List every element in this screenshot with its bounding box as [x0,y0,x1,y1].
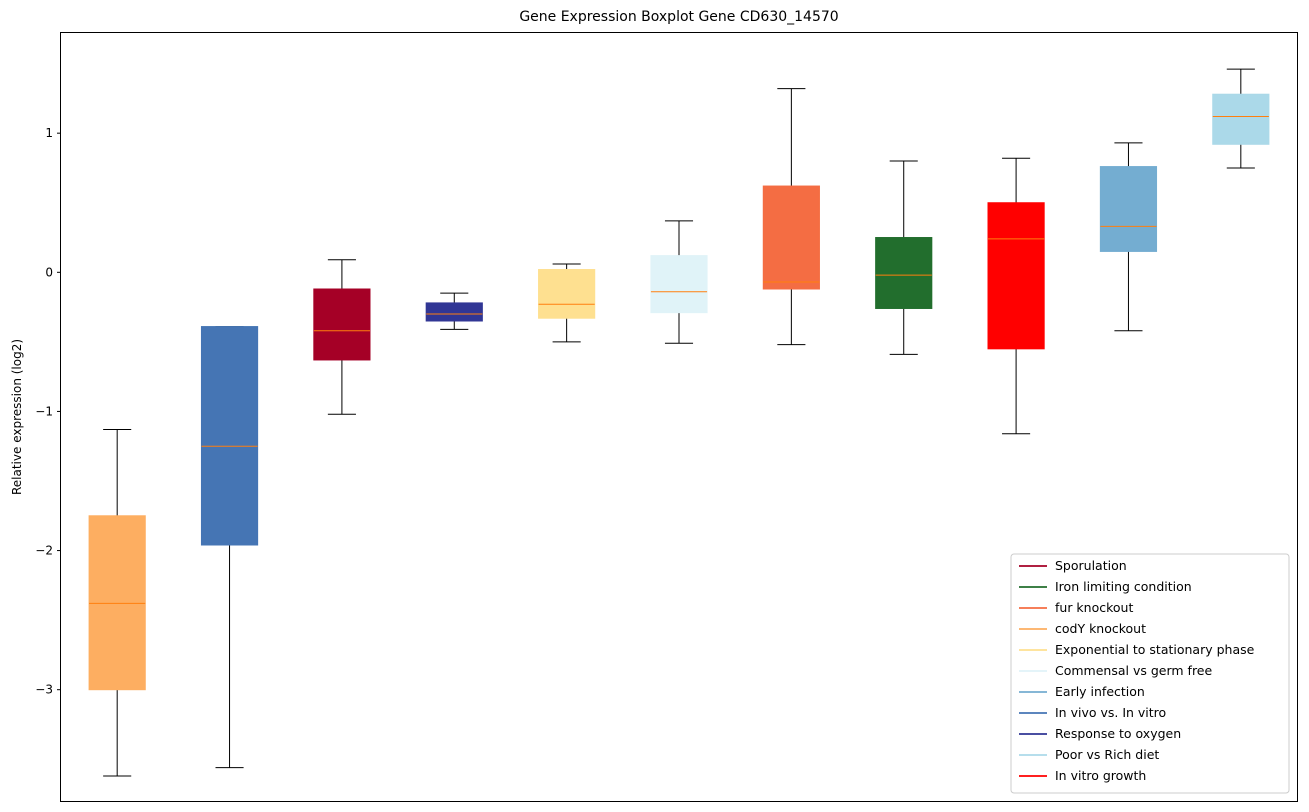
y-axis-label: Relative expression (log2) [10,339,24,495]
box-body [88,515,146,691]
legend-item: codY knockout [1019,621,1146,636]
box-2 [200,326,259,769]
box-body [425,302,483,322]
y-tick-label: −1 [35,404,53,418]
legend-frame [1010,553,1290,794]
legend-label: Commensal vs germ free [1055,663,1212,678]
legend-item: Sporulation [1019,558,1127,573]
box-body [538,269,596,319]
chart-title: Gene Expression Boxplot Gene CD630_14570 [519,9,838,25]
legend-item: fur knockout [1019,600,1133,615]
box-4 [425,292,483,330]
box-3 [313,259,371,415]
y-tick-label: 1 [45,126,53,140]
legend-item: Response to oxygen [1019,726,1181,741]
legend-label: Iron limiting condition [1055,579,1192,594]
box-body [875,237,933,309]
legend-item: Commensal vs germ free [1019,663,1212,678]
legend-label: In vitro growth [1055,768,1146,783]
y-axis: 1 0 −1 −2 −3 [35,126,61,697]
legend-label: Response to oxygen [1055,726,1181,741]
plot-frame [60,32,1298,802]
box-10 [1099,142,1158,332]
box-body [200,326,259,546]
legend-item: In vitro growth [1019,768,1146,783]
box-body [762,185,820,290]
box-body [1212,93,1270,145]
legend-label: Exponential to stationary phase [1055,642,1255,657]
box-6 [650,220,708,344]
legend-item: Exponential to stationary phase [1019,642,1255,657]
legend-label: codY knockout [1055,621,1146,636]
y-tick-label: −3 [35,683,53,697]
y-tick-label: −2 [35,544,53,558]
box-body [313,288,371,361]
box-7 [762,88,820,346]
legend-label: Early infection [1055,684,1145,699]
box-body [650,255,708,314]
box-body [987,202,1045,350]
legend-item: Poor vs Rich diet [1019,747,1159,762]
box-5 [538,263,596,343]
y-tick-label: 0 [45,265,53,279]
legend-label: Poor vs Rich diet [1055,747,1159,762]
box-1 [88,429,146,777]
boxes-group [88,68,1270,777]
legend-label: In vivo vs. In vitro [1055,705,1166,720]
legend-item: In vivo vs. In vitro [1019,705,1166,720]
box-9 [987,157,1045,435]
box-8 [875,160,933,355]
legend-label: Sporulation [1055,558,1127,573]
legend: Sporulation Iron limiting condition fur kn… [1010,553,1290,794]
legend-item: Early infection [1019,684,1145,699]
box-11 [1212,68,1270,169]
box-body [1099,166,1158,252]
legend-label: fur knockout [1055,600,1133,615]
legend-item: Iron limiting condition [1019,579,1192,594]
